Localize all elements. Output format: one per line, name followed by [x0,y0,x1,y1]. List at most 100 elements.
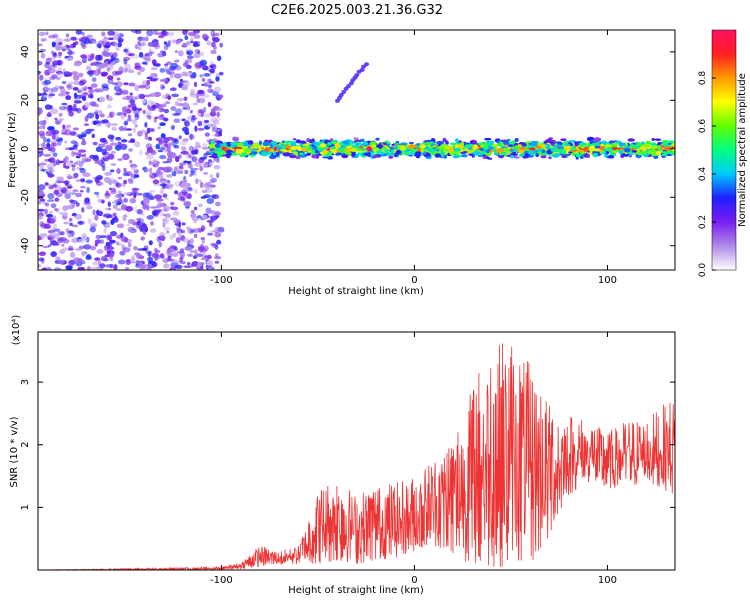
heatmap-cell [97,210,104,217]
heatmap-cell [133,96,139,100]
heatmap-cell [329,138,334,142]
heatmap-cell [201,240,206,244]
heatmap-cell [605,147,613,152]
heatmap-cell [49,231,57,237]
heatmap-cell [144,134,149,140]
heatmap-cell [244,148,251,153]
heatmap-cell [100,161,106,168]
heatmap-cell [111,126,117,131]
heatmap-cell [115,208,122,211]
heatmap-cell [103,213,112,217]
heatmap-cell [47,126,55,131]
heatmap-cell [517,144,522,148]
heatmap-cell [217,154,223,158]
heatmap-cell [290,146,298,150]
heatmap-cell [38,184,46,191]
heatmap-cell [648,149,655,154]
heatmap-cell [560,138,567,142]
heatmap-cell [38,43,43,47]
heatmap-cell [364,62,370,67]
heatmap-cell [200,196,207,199]
heatmap-cell [45,31,49,36]
heatmap-cell [175,108,183,115]
heatmap-cell [403,152,410,156]
heatmap-cell [214,244,219,250]
heatmap-cell [174,59,180,63]
heatmap-cell [169,87,177,91]
heatmap-cell [170,201,175,206]
heatmap-cell [117,42,122,48]
heatmap-cell [134,114,140,120]
heatmap-cell [363,152,371,156]
heatmap-cell [124,170,133,177]
heatmap-cell [575,157,579,160]
heatmap-cell [306,152,312,156]
heatmap-cell [258,145,263,148]
heatmap-cell [59,248,65,254]
heatmap-cell [132,110,141,114]
heatmap-cell [166,230,170,234]
heatmap-cell [157,201,162,205]
heatmap-cell [42,119,47,126]
heatmap-cell [197,127,205,131]
heatmap-cell [125,51,131,56]
heatmap-cell [189,133,193,140]
heatmap-cell [348,81,354,86]
heatmap-cell [636,147,641,153]
heatmap-cell [209,221,213,227]
heatmap-cell [88,73,94,77]
heatmap-cell [96,249,104,254]
y-tick-label: 3 [20,379,31,385]
heatmap-cell [132,187,138,194]
heatmap-cell [146,127,151,134]
heatmap-cell [640,141,645,145]
heatmap-cell [44,169,51,172]
heatmap-cell [209,174,214,178]
heatmap-cell [68,111,74,117]
heatmap-cell [140,129,146,134]
heatmap-cell [74,148,79,151]
heatmap-cell [433,144,437,148]
heatmap-cell [197,145,202,148]
heatmap-cell [460,141,465,147]
heatmap-cell [99,263,106,268]
heatmap-cell [215,253,219,257]
heatmap-cell [208,68,216,73]
heatmap-cell [207,84,213,89]
heatmap-cell [215,117,222,121]
heatmap-cell [144,226,149,233]
heatmap-cell [209,81,215,84]
heatmap-cell [272,151,277,156]
heatmap-cell [197,89,205,95]
heatmap-cell [149,189,156,193]
heatmap-cell [72,189,79,193]
heatmap-cell [568,140,577,143]
heatmap-cell [47,67,56,74]
heatmap-cell [586,136,595,142]
heatmap-cell [63,157,69,164]
heatmap-cell [165,101,171,105]
heatmap-cell [181,85,189,91]
heatmap-cell [110,123,118,126]
heatmap-cell [166,174,173,178]
heatmap-cell [422,152,427,155]
figure-title: C2E6.2025.003.21.36.G32 [271,3,443,18]
heatmap-cell [67,233,72,238]
heatmap-cell [127,69,135,74]
snr-y-multiplier: (x10⁴) [11,315,22,346]
heatmap-cell [554,144,562,147]
heatmap-cell [314,149,319,154]
heatmap-cell [661,147,666,151]
heatmap-cell [116,77,121,81]
heatmap-cell [39,74,44,81]
heatmap-cell [218,226,225,233]
heatmap-cell [164,197,169,201]
heatmap-cell [199,59,208,66]
heatmap-cell [136,220,142,227]
heatmap-cell [94,214,99,221]
heatmap-marks [38,30,675,270]
heatmap-cell [67,230,74,234]
heatmap-cell [86,186,90,194]
heatmap-cell [46,199,55,202]
heatmap-cell [216,239,222,245]
